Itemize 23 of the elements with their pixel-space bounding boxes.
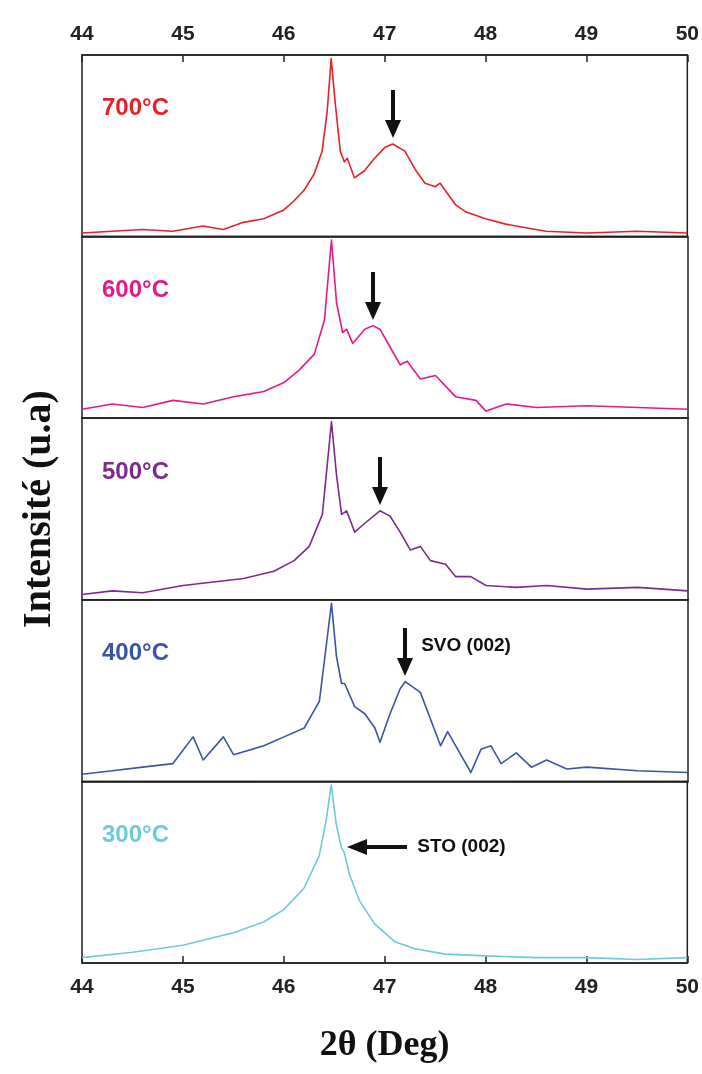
- x2-tick-label: 44: [70, 21, 94, 44]
- annotation: STO (002): [417, 835, 506, 858]
- x2-tick-label: 48: [473, 21, 498, 44]
- x-tick-label: 49: [574, 974, 599, 997]
- text: 400°C: [102, 638, 169, 666]
- x-tick-label: 44: [70, 974, 94, 997]
- x-tick-label: 47: [372, 974, 397, 997]
- text: 300°C: [102, 819, 169, 847]
- x-axis-title: 2θ (Deg): [319, 1023, 450, 1063]
- y-axis-title: Intensité (u.a): [13, 390, 59, 628]
- x2-tick-label: 45: [171, 21, 195, 44]
- text: 500°C: [102, 456, 169, 484]
- x2-tick-label: 50: [675, 21, 699, 44]
- x-tick-label: 45: [171, 974, 195, 997]
- x-tick-label: 50: [675, 974, 699, 997]
- x-tick-label: 46: [272, 974, 296, 997]
- annotation: SVO (002): [421, 633, 511, 656]
- x2-tick-label: 47: [372, 21, 397, 44]
- text: 700°C: [102, 93, 169, 121]
- text: 600°C: [102, 275, 169, 303]
- x2-tick-label: 49: [574, 21, 599, 44]
- x2-tick-label: 46: [272, 21, 296, 44]
- x-tick-label: 48: [473, 974, 498, 997]
